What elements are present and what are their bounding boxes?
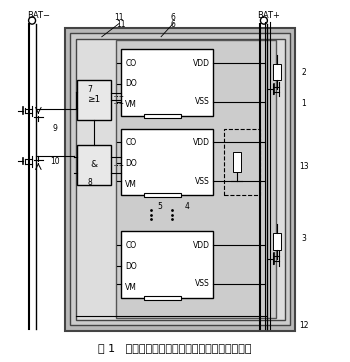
Bar xyxy=(121,231,214,298)
Bar xyxy=(116,40,276,318)
Text: DO: DO xyxy=(125,262,137,271)
Bar xyxy=(70,33,290,325)
Text: 3: 3 xyxy=(302,234,306,243)
Text: BAT+: BAT+ xyxy=(257,10,280,20)
Text: VDD: VDD xyxy=(193,59,210,68)
Text: 8: 8 xyxy=(87,178,92,187)
Text: CO: CO xyxy=(125,59,136,68)
Text: ≥1: ≥1 xyxy=(87,95,100,104)
Text: BAT−: BAT− xyxy=(27,10,50,20)
Text: 11: 11 xyxy=(116,20,126,29)
Text: 4: 4 xyxy=(185,202,190,211)
Bar xyxy=(273,64,281,80)
Bar xyxy=(121,49,214,116)
Bar xyxy=(144,296,181,300)
Text: VM: VM xyxy=(125,180,137,189)
Text: VSS: VSS xyxy=(195,97,210,106)
Text: 6: 6 xyxy=(171,20,176,29)
Bar xyxy=(224,129,260,195)
Text: &: & xyxy=(90,160,98,169)
Bar xyxy=(273,233,281,249)
Text: 11: 11 xyxy=(114,13,124,22)
Text: VDD: VDD xyxy=(193,241,210,250)
Text: DO: DO xyxy=(125,159,137,168)
Text: DO: DO xyxy=(125,80,137,88)
Text: VSS: VSS xyxy=(195,177,210,185)
Bar xyxy=(232,152,241,172)
Bar xyxy=(65,28,295,331)
Text: 2: 2 xyxy=(302,68,306,77)
Text: CO: CO xyxy=(125,241,136,250)
Text: 图 1   具备均衡充电能力的锂电池组保护板示意图: 图 1 具备均衡充电能力的锂电池组保护板示意图 xyxy=(98,342,252,353)
Text: VM: VM xyxy=(125,282,137,291)
Text: VSS: VSS xyxy=(195,279,210,288)
Text: 10: 10 xyxy=(50,157,60,166)
Text: 1: 1 xyxy=(302,99,306,108)
Text: 7: 7 xyxy=(87,85,92,93)
Text: 12: 12 xyxy=(299,321,309,330)
Bar xyxy=(144,114,181,118)
Text: CO: CO xyxy=(125,138,136,147)
Bar xyxy=(77,145,111,185)
Bar xyxy=(121,129,214,195)
Text: 9: 9 xyxy=(52,124,57,133)
Text: 13: 13 xyxy=(299,162,309,171)
Text: VM: VM xyxy=(125,100,137,109)
Bar xyxy=(144,193,181,197)
Text: VDD: VDD xyxy=(193,138,210,147)
Bar xyxy=(77,80,111,120)
Text: 5: 5 xyxy=(157,202,162,211)
Bar xyxy=(76,39,285,320)
Text: 6: 6 xyxy=(171,13,176,22)
